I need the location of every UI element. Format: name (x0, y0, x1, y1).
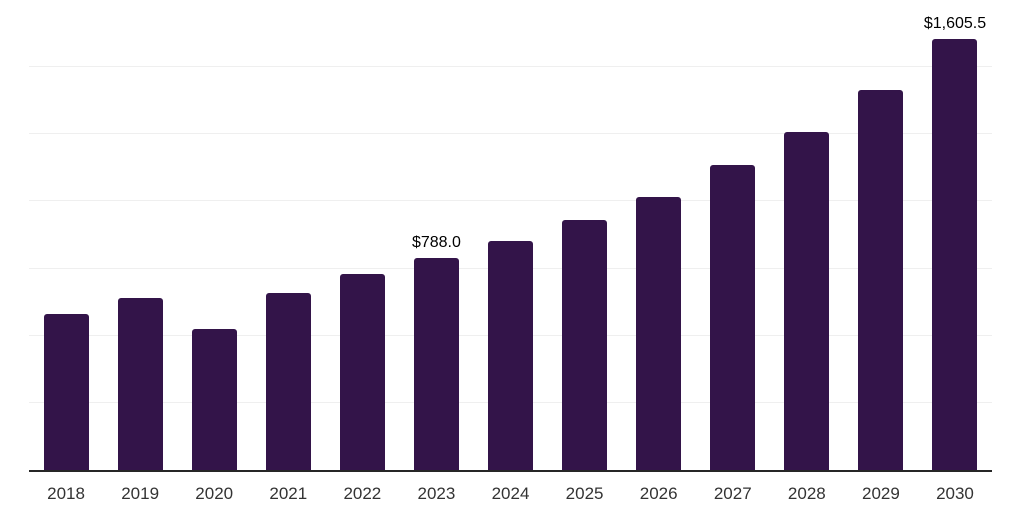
bar-2023 (413, 258, 459, 470)
x-tick-label: 2020 (195, 484, 234, 503)
gridline (29, 200, 992, 202)
category-slot: $788.0 (399, 0, 473, 470)
x-tick-label: 2023 (417, 484, 456, 503)
x-tick-label: 2022 (343, 484, 382, 503)
category-slot (177, 0, 251, 470)
x-tick-label: 2019 (121, 484, 160, 503)
plot-area: $788.0 $1,605.5 (29, 0, 992, 470)
bar-2022 (339, 273, 385, 470)
bar-2030 (932, 38, 978, 470)
category-slot (770, 0, 844, 470)
category-slot (548, 0, 622, 470)
gridline (29, 66, 992, 68)
category-slot (325, 0, 399, 470)
bar-2021 (265, 293, 311, 470)
bar-2028 (784, 132, 830, 470)
x-tick-label: 2025 (565, 484, 604, 503)
x-tick-label: 2024 (491, 484, 530, 503)
category-slot (103, 0, 177, 470)
category-slot (473, 0, 547, 470)
category-slot (622, 0, 696, 470)
category-slot (29, 0, 103, 470)
bar-value-label: $788.0 (411, 234, 461, 252)
bar-2029 (858, 89, 904, 470)
category-slot (251, 0, 325, 470)
x-axis-labels: 2018 2019 2020 2021 2022 2023 2024 2025 2026 2027… (29, 479, 992, 504)
x-tick-label: 2027 (713, 484, 752, 503)
x-tick-label: 2018 (47, 484, 85, 503)
x-tick-label: 2021 (269, 484, 308, 503)
bars-layer: $788.0 $1,605.5 (29, 0, 992, 470)
bar-2024 (488, 240, 533, 470)
x-tick-label: 2026 (639, 484, 678, 503)
bar-2025 (562, 219, 608, 470)
bar-2026 (636, 197, 682, 470)
bar-2019 (117, 297, 163, 470)
bar-2020 (191, 329, 237, 470)
x-axis-line (29, 470, 992, 472)
category-slot (696, 0, 770, 470)
category-slot: $1,605.5 (918, 0, 992, 470)
gridline (29, 133, 992, 135)
x-tick-label: 2029 (861, 484, 900, 503)
x-tick-label: 2028 (787, 484, 826, 503)
bar-2027 (710, 165, 756, 470)
bar-value-label: $1,605.5 (923, 14, 987, 32)
bar-2018 (43, 314, 89, 470)
category-slot (844, 0, 918, 470)
x-tick-label: 2030 (936, 484, 974, 503)
